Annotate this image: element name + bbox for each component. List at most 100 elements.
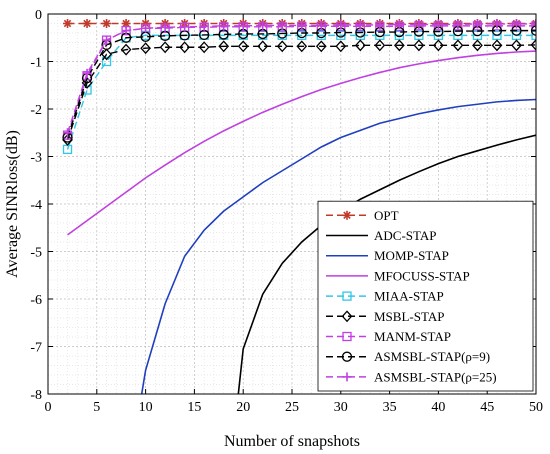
- series-6-line: [66, 44, 536, 141]
- y-tick-label: -8: [30, 388, 42, 403]
- legend-entry: ASMSBL-STAP(ρ=9): [326, 349, 490, 364]
- series-6-point: [491, 39, 503, 52]
- series-3-line: [140, 98, 536, 394]
- legend-entry: ASMSBL-STAP(ρ=25): [326, 369, 497, 384]
- series-4-line: [67, 50, 536, 236]
- series-3: [140, 98, 536, 394]
- legend-entry: MIAA-STAP: [326, 289, 444, 304]
- series-9-point: [141, 23, 151, 33]
- legend-label: MSBL-STAP: [374, 309, 444, 324]
- x-tick-label: 20: [236, 400, 250, 415]
- legend-entry: ADC-STAP: [326, 228, 437, 243]
- series-9-point: [180, 22, 190, 32]
- series-6-point: [101, 48, 112, 61]
- series-9-point: [121, 26, 131, 36]
- series-9-point: [238, 21, 248, 31]
- series-9-point: [297, 20, 307, 30]
- legend: OPT ADC-STAP MOMP-STAP MFOCUSS-STAP MIAA-STA…: [317, 200, 534, 392]
- series-5-point: [492, 30, 502, 41]
- series-6-point: [179, 41, 191, 54]
- series-6-point: [354, 39, 366, 52]
- series-9-point: [433, 19, 443, 29]
- legend-label: ASMSBL-STAP(ρ=25): [374, 369, 497, 384]
- series-1-point: [121, 19, 131, 28]
- series-6-point: [393, 39, 405, 52]
- series-1-point: [63, 19, 73, 28]
- series-6-point: [257, 40, 269, 53]
- x-tick-label: 40: [431, 400, 445, 415]
- x-tick-label: 30: [334, 400, 348, 415]
- series-6-point: [530, 38, 536, 51]
- y-tick-label: -6: [30, 293, 42, 308]
- series-6-point: [472, 39, 483, 52]
- y-tick-label: -4: [30, 198, 42, 213]
- legend-label: MFOCUSS-STAP: [374, 268, 470, 283]
- y-tick-label: -2: [30, 103, 42, 118]
- series-9-point: [472, 19, 482, 29]
- legend-entry: MFOCUSS-STAP: [326, 268, 470, 283]
- series-6-point: [198, 41, 210, 54]
- series-9-point: [102, 35, 112, 45]
- series-9-point: [336, 20, 346, 30]
- series-6-point: [452, 39, 464, 52]
- y-tick-label: -3: [30, 151, 42, 166]
- legend-swatch-marker: [342, 291, 352, 301]
- series-6-point: [374, 39, 386, 52]
- legend-label: OPT: [374, 208, 399, 223]
- series-9-point: [375, 20, 385, 30]
- series-9-point: [199, 21, 209, 31]
- axis-ticks: 0 5 10 15 20 25 30 35 40 45 50 -8 -7 -6 -5 -4 -3 -2 -1 0: [30, 8, 543, 415]
- series-5-point: [101, 56, 112, 67]
- y-tick-label: -7: [30, 341, 42, 356]
- series-1-point: [102, 19, 112, 28]
- series-6-point: [296, 40, 308, 53]
- legend-entry: MOMP-STAP: [326, 248, 449, 263]
- x-tick-label: 10: [139, 400, 153, 415]
- series-6-point: [315, 40, 327, 53]
- series-5-point: [531, 30, 536, 41]
- series-8-point: [530, 25, 536, 36]
- series-9-point: [277, 20, 287, 30]
- series-6-point: [276, 40, 288, 53]
- series-5-point: [511, 30, 522, 41]
- x-tick-label: 15: [187, 400, 201, 415]
- legend-entry: OPT: [326, 208, 399, 223]
- legend-swatch-marker: [341, 310, 353, 323]
- x-tick-label: 45: [480, 400, 494, 415]
- legend-swatch-marker: [342, 210, 352, 220]
- series-layer: [62, 19, 536, 394]
- series-8-line: [66, 29, 536, 138]
- series-9-point: [511, 19, 521, 29]
- legend-entry: MANM-STAP: [326, 329, 451, 344]
- series-9-point: [492, 19, 502, 29]
- series-4: [67, 50, 536, 236]
- series-6-point: [120, 43, 132, 56]
- y-tick-label: 0: [35, 8, 42, 23]
- series-6-point: [237, 40, 249, 53]
- legend-label: MANM-STAP: [374, 329, 451, 344]
- series-6-point: [413, 39, 425, 52]
- legend-swatch-marker: [341, 351, 353, 362]
- series-2: [237, 134, 536, 394]
- x-tick-label: 50: [529, 400, 543, 415]
- series-5-point: [394, 30, 405, 41]
- series-6-point: [335, 40, 347, 53]
- series-5-point: [414, 30, 424, 41]
- series-6-point: [140, 42, 151, 55]
- series-6-point: [511, 39, 522, 52]
- legend-label: MIAA-STAP: [374, 289, 444, 304]
- series-9-point: [414, 19, 424, 29]
- x-tick-label: 35: [383, 400, 397, 415]
- x-axis-label: Number of snapshots: [224, 433, 360, 450]
- series-5-line: [66, 34, 536, 150]
- legend-label: MOMP-STAP: [374, 248, 449, 263]
- legend-label: ADC-STAP: [374, 228, 437, 243]
- series-9-point: [160, 22, 170, 32]
- series-6-point: [433, 39, 444, 52]
- series-9-point: [355, 20, 365, 30]
- series-9-point: [219, 21, 229, 31]
- series-9-point: [316, 20, 326, 30]
- series-9-point: [82, 68, 92, 78]
- x-tick-label: 25: [285, 400, 299, 415]
